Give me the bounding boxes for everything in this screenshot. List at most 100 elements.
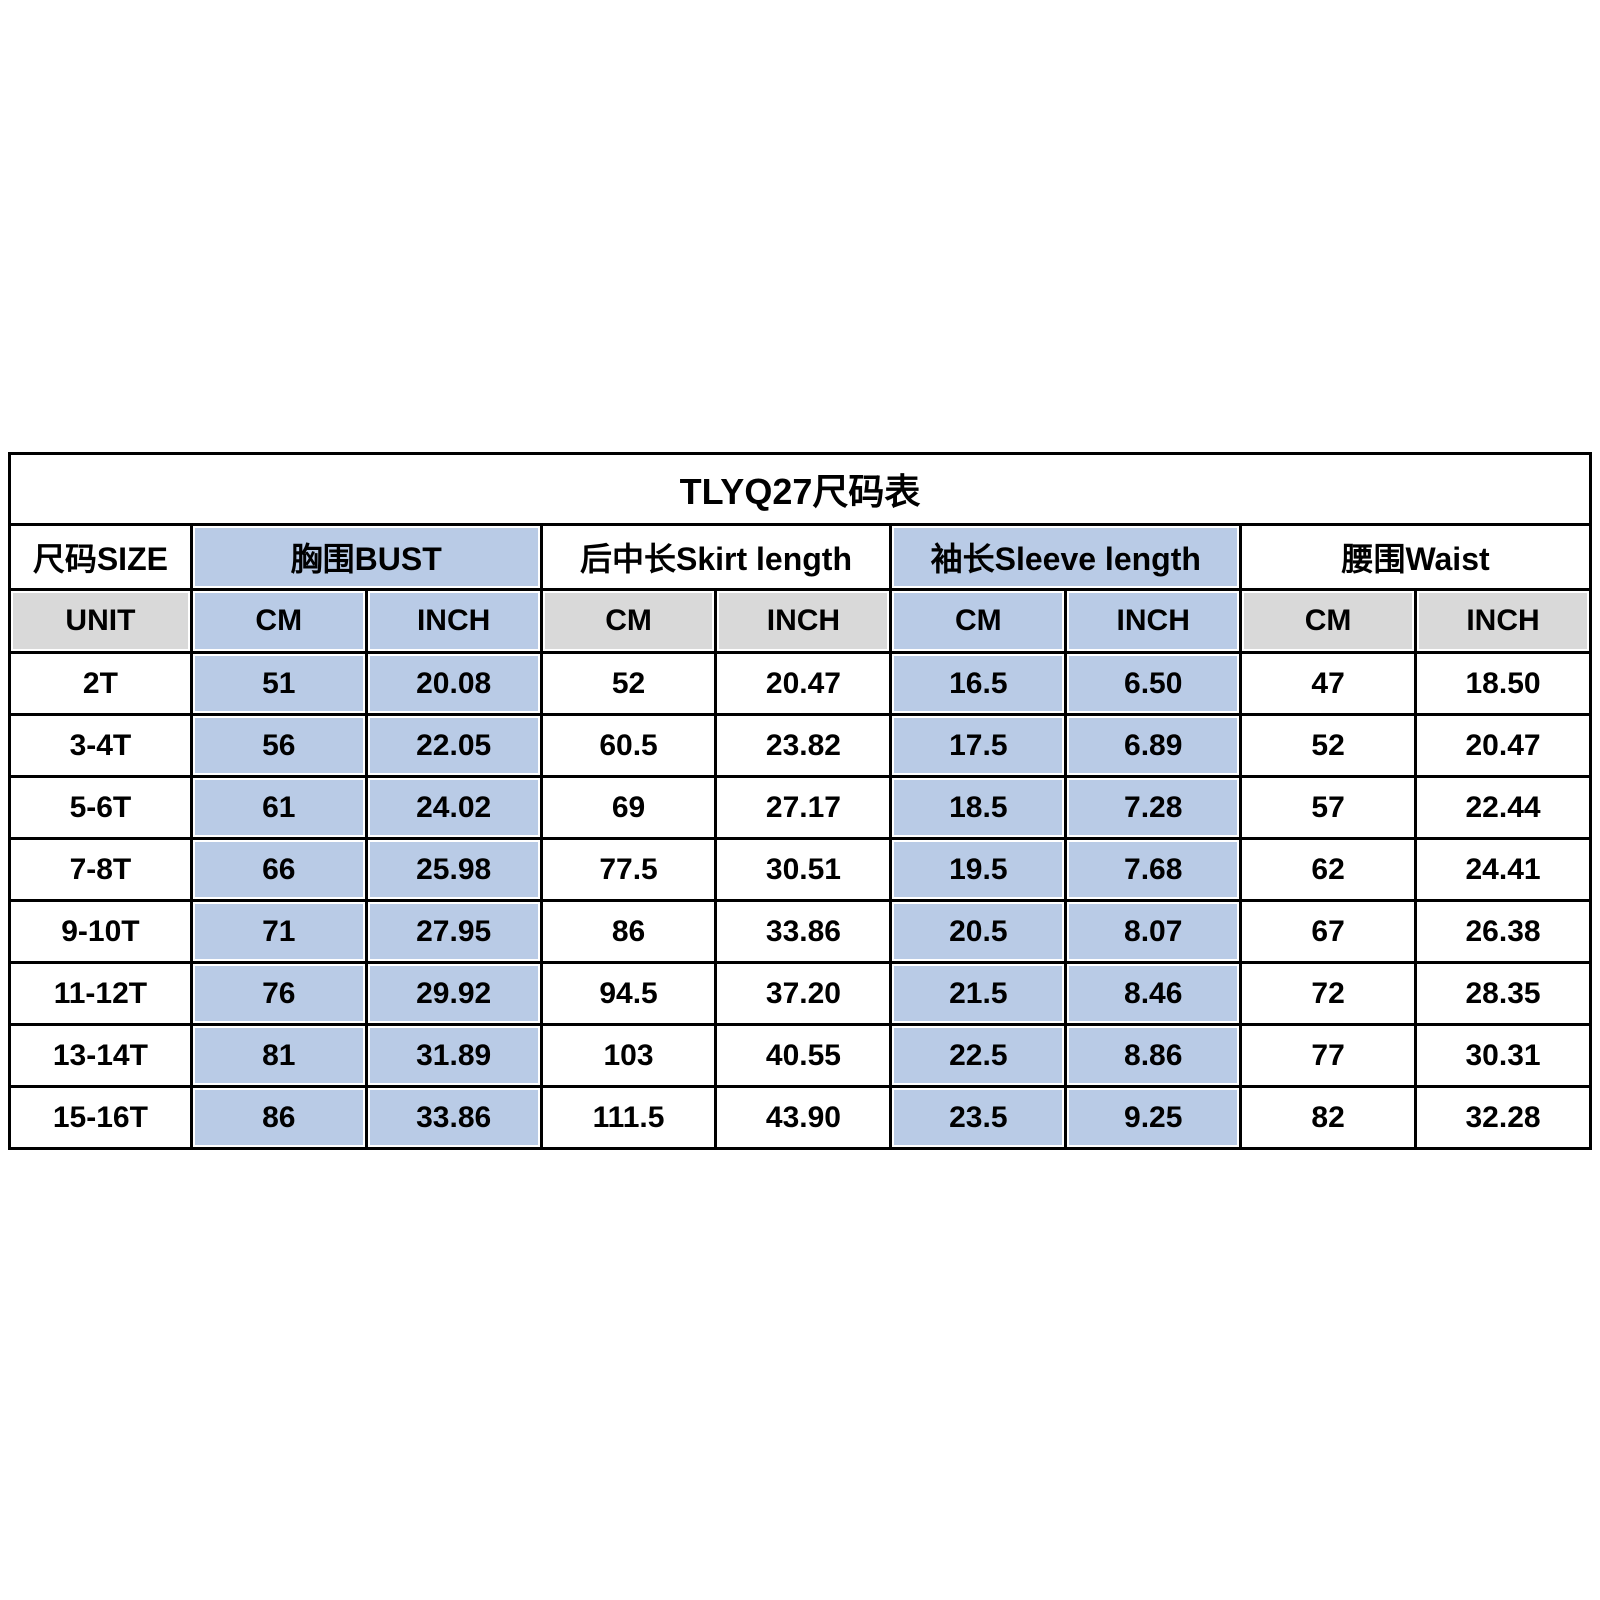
group-header: 腰围Waist [1239,523,1592,591]
value-cell: 71 [189,899,368,964]
size-cell: 7-8T [8,837,193,902]
value-cell: 16.5 [889,651,1068,716]
value-cell: 33.86 [714,899,893,964]
value-cell: 32.28 [1414,1085,1592,1150]
value-cell: 57 [1239,775,1418,840]
unit-cell: CM [889,588,1068,654]
value-cell: 22.05 [364,713,543,778]
table-row: 3-4T 56 22.05 60.5 23.82 17.5 6.89 52 20.47 [8,713,1592,778]
value-cell: 62 [1239,837,1418,902]
value-cell: 17.5 [889,713,1068,778]
value-cell: 103 [539,1023,718,1088]
value-cell: 7.28 [1064,775,1243,840]
unit-cell: INCH [1414,588,1592,654]
value-cell: 86 [539,899,718,964]
table-row: 15-16T 86 33.86 111.5 43.90 23.5 9.25 82 32.28 [8,1085,1592,1150]
value-cell: 24.41 [1414,837,1592,902]
value-cell: 77.5 [539,837,718,902]
table-row: 7-8T 66 25.98 77.5 30.51 19.5 7.68 62 24.41 [8,837,1592,902]
value-cell: 27.95 [364,899,543,964]
value-cell: 23.5 [889,1085,1068,1150]
title-row: TLYQ27尺码表 [8,452,1592,526]
value-cell: 56 [189,713,368,778]
table-row: 5-6T 61 24.02 69 27.17 18.5 7.28 57 22.44 [8,775,1592,840]
value-cell: 20.5 [889,899,1068,964]
value-cell: 22.44 [1414,775,1592,840]
value-cell: 25.98 [364,837,543,902]
value-cell: 76 [189,961,368,1026]
unit-cell: CM [1239,588,1418,654]
value-cell: 20.47 [1414,713,1592,778]
value-cell: 60.5 [539,713,718,778]
value-cell: 51 [189,651,368,716]
value-cell: 9.25 [1064,1085,1243,1150]
value-cell: 27.17 [714,775,893,840]
table-row: 13-14T 81 31.89 103 40.55 22.5 8.86 77 30.31 [8,1023,1592,1088]
value-cell: 67 [1239,899,1418,964]
value-cell: 24.02 [364,775,543,840]
value-cell: 66 [189,837,368,902]
unit-row: UNIT CM INCH CM INCH CM INCH CM INCH [8,588,1592,654]
size-cell: 11-12T [8,961,193,1026]
table-row: 11-12T 76 29.92 94.5 37.20 21.5 8.46 72 28.35 [8,961,1592,1026]
value-cell: 77 [1239,1023,1418,1088]
value-cell: 43.90 [714,1085,893,1150]
group-header: 胸围BUST [189,523,543,591]
value-cell: 52 [539,651,718,716]
table-row: 2T 51 20.08 52 20.47 16.5 6.50 47 18.50 [8,651,1592,716]
value-cell: 37.20 [714,961,893,1026]
size-cell: 3-4T [8,713,193,778]
unit-cell: INCH [1064,588,1243,654]
value-cell: 94.5 [539,961,718,1026]
value-cell: 6.50 [1064,651,1243,716]
value-cell: 26.38 [1414,899,1592,964]
value-cell: 8.86 [1064,1023,1243,1088]
size-column-header: 尺码SIZE [8,523,193,591]
value-cell: 111.5 [539,1085,718,1150]
value-cell: 72 [1239,961,1418,1026]
size-cell: 13-14T [8,1023,193,1088]
unit-cell: CM [189,588,368,654]
group-header: 袖长Sleeve length [889,523,1243,591]
value-cell: 30.31 [1414,1023,1592,1088]
value-cell: 61 [189,775,368,840]
value-cell: 82 [1239,1085,1418,1150]
header-row: 尺码SIZE 胸围BUST 后中长Skirt length 袖长Sleeve len… [8,523,1592,591]
value-cell: 19.5 [889,837,1068,902]
size-chart-table: TLYQ27尺码表 尺码SIZE 胸围BUST 后中长Skirt length 袖长… [8,452,1592,1150]
value-cell: 31.89 [364,1023,543,1088]
value-cell: 40.55 [714,1023,893,1088]
value-cell: 8.46 [1064,961,1243,1026]
value-cell: 33.86 [364,1085,543,1150]
value-cell: 20.08 [364,651,543,716]
size-cell: 2T [8,651,193,716]
table-row: 9-10T 71 27.95 86 33.86 20.5 8.07 67 26.38 [8,899,1592,964]
value-cell: 20.47 [714,651,893,716]
value-cell: 21.5 [889,961,1068,1026]
size-cell: 15-16T [8,1085,193,1150]
table-title: TLYQ27尺码表 [8,452,1592,526]
value-cell: 86 [189,1085,368,1150]
value-cell: 8.07 [1064,899,1243,964]
value-cell: 6.89 [1064,713,1243,778]
value-cell: 81 [189,1023,368,1088]
value-cell: 47 [1239,651,1418,716]
value-cell: 69 [539,775,718,840]
size-cell: 5-6T [8,775,193,840]
value-cell: 18.50 [1414,651,1592,716]
group-header: 后中长Skirt length [539,523,893,591]
value-cell: 29.92 [364,961,543,1026]
value-cell: 22.5 [889,1023,1068,1088]
unit-cell: INCH [364,588,543,654]
value-cell: 23.82 [714,713,893,778]
value-cell: 30.51 [714,837,893,902]
value-cell: 52 [1239,713,1418,778]
unit-label: UNIT [8,588,193,654]
unit-cell: CM [539,588,718,654]
size-cell: 9-10T [8,899,193,964]
unit-cell: INCH [714,588,893,654]
value-cell: 18.5 [889,775,1068,840]
value-cell: 7.68 [1064,837,1243,902]
value-cell: 28.35 [1414,961,1592,1026]
